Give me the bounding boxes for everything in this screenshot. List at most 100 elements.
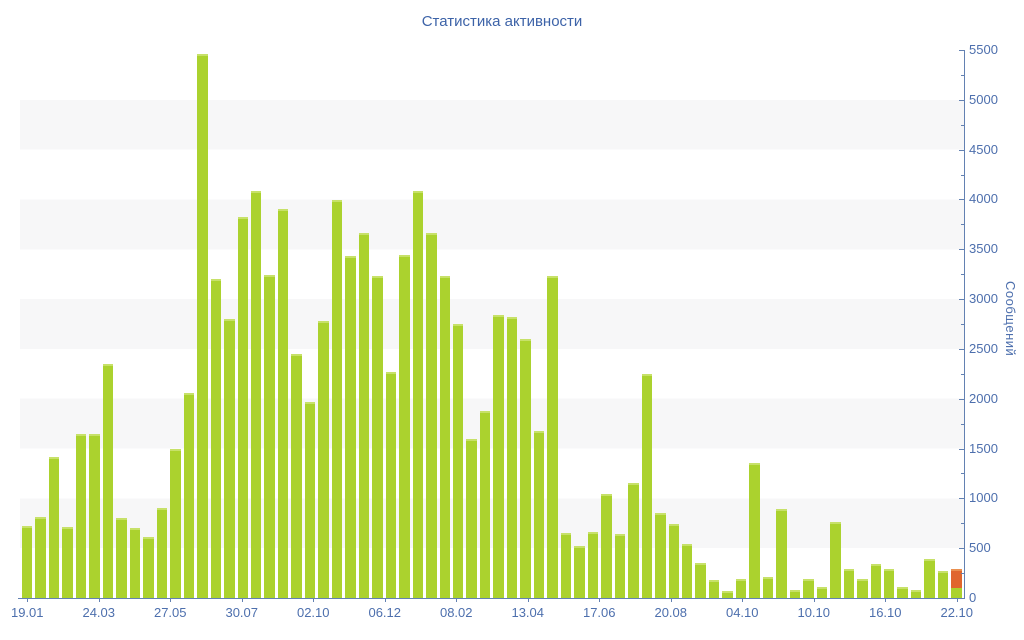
bar[interactable] [547,276,558,598]
bar[interactable] [897,587,908,598]
bar[interactable] [224,319,235,598]
bar[interactable] [129,528,141,598]
y-axis-major-tick [959,348,965,350]
bar[interactable] [924,558,935,598]
bar[interactable] [937,571,949,598]
y-axis-major-tick [959,99,965,101]
bar-stacked-current-period[interactable] [951,568,962,598]
bar[interactable] [520,338,531,598]
bar[interactable] [264,275,275,598]
bar[interactable] [439,276,450,598]
bar[interactable] [493,315,504,598]
bar[interactable] [89,434,100,598]
bar[interactable] [170,448,181,598]
bar[interactable] [681,544,693,598]
y-axis-minor-tick [961,324,965,325]
bar[interactable] [466,438,477,598]
bar[interactable] [318,321,329,598]
bar[interactable] [533,430,545,598]
bar[interactable] [857,578,868,598]
x-axis-date-label: 02.10 [296,605,330,620]
y-axis-minor-tick [961,423,965,425]
bar[interactable] [749,462,760,598]
bar[interactable] [116,517,127,598]
bar[interactable] [830,522,841,598]
y-axis-major-tick [959,548,965,550]
y-axis-major-tick [959,199,965,201]
bar[interactable] [789,590,801,598]
bar[interactable] [641,373,653,598]
y-axis-minor-tick [961,74,965,76]
y-axis-tick-label: 4500 [969,141,998,157]
bar[interactable] [426,233,437,598]
x-axis-date-label: 10.10 [797,605,831,620]
x-axis-date-label: 17.06 [582,605,616,620]
bar[interactable] [587,532,599,598]
bar[interactable] [708,580,720,598]
bar[interactable] [156,507,168,598]
bar[interactable] [479,410,491,598]
bar[interactable] [574,545,585,598]
y-axis-major-tick [959,149,965,151]
bar[interactable] [372,276,383,598]
bar[interactable] [870,564,881,598]
bar[interactable] [399,255,410,598]
bar[interactable] [816,587,828,598]
bar[interactable] [614,534,626,598]
bar[interactable] [695,562,706,598]
bar[interactable] [910,589,922,598]
bar[interactable] [412,191,424,598]
bar[interactable] [197,54,208,598]
bar[interactable] [237,217,248,598]
y-axis-minor-tick [961,573,965,575]
bar[interactable] [304,401,316,598]
y-axis-minor-tick [961,174,965,176]
bar[interactable] [62,526,73,598]
bar[interactable] [843,569,855,598]
y-axis-major-tick [959,598,965,599]
x-axis-tick [456,598,458,602]
x-axis-date-label: 16.10 [868,605,902,620]
bar[interactable] [210,279,222,598]
x-axis-tick [170,598,172,602]
y-axis-major-tick [959,50,965,51]
x-axis-tick [670,598,672,602]
bar[interactable] [655,512,666,598]
bar[interactable] [345,256,356,598]
bar[interactable] [668,524,679,598]
bar[interactable] [803,578,814,598]
bar[interactable] [385,371,397,598]
bar[interactable] [183,392,195,598]
bar[interactable] [48,457,60,598]
bar-segment-orange[interactable] [951,568,962,589]
plot-area [20,50,964,598]
bar[interactable] [291,353,302,598]
bar[interactable] [722,590,733,598]
x-axis-date-label: 30.07 [225,605,259,620]
bar[interactable] [331,200,343,598]
bar[interactable] [102,363,114,598]
y-axis-major-tick [959,498,965,500]
bar[interactable] [35,516,46,598]
bar[interactable] [22,526,33,598]
bars-container [22,50,962,598]
bar[interactable] [143,536,154,598]
bar[interactable] [776,509,787,598]
y-axis-title: Сообщений [1003,281,1018,357]
bar[interactable] [75,434,87,598]
bar[interactable] [560,533,572,598]
bar[interactable] [453,324,464,598]
x-axis-date-label: 19.01 [10,605,44,620]
bar[interactable] [735,579,747,598]
bar[interactable] [628,483,639,598]
bar[interactable] [884,569,895,598]
bar[interactable] [358,233,370,598]
bar[interactable] [277,209,289,598]
bar-segment-green[interactable] [951,588,962,598]
bar[interactable] [762,576,774,598]
y-axis-minor-tick [961,473,965,475]
bar[interactable] [506,317,518,598]
bar[interactable] [601,494,612,598]
y-axis-major-tick [959,448,965,450]
bar[interactable] [250,191,262,598]
